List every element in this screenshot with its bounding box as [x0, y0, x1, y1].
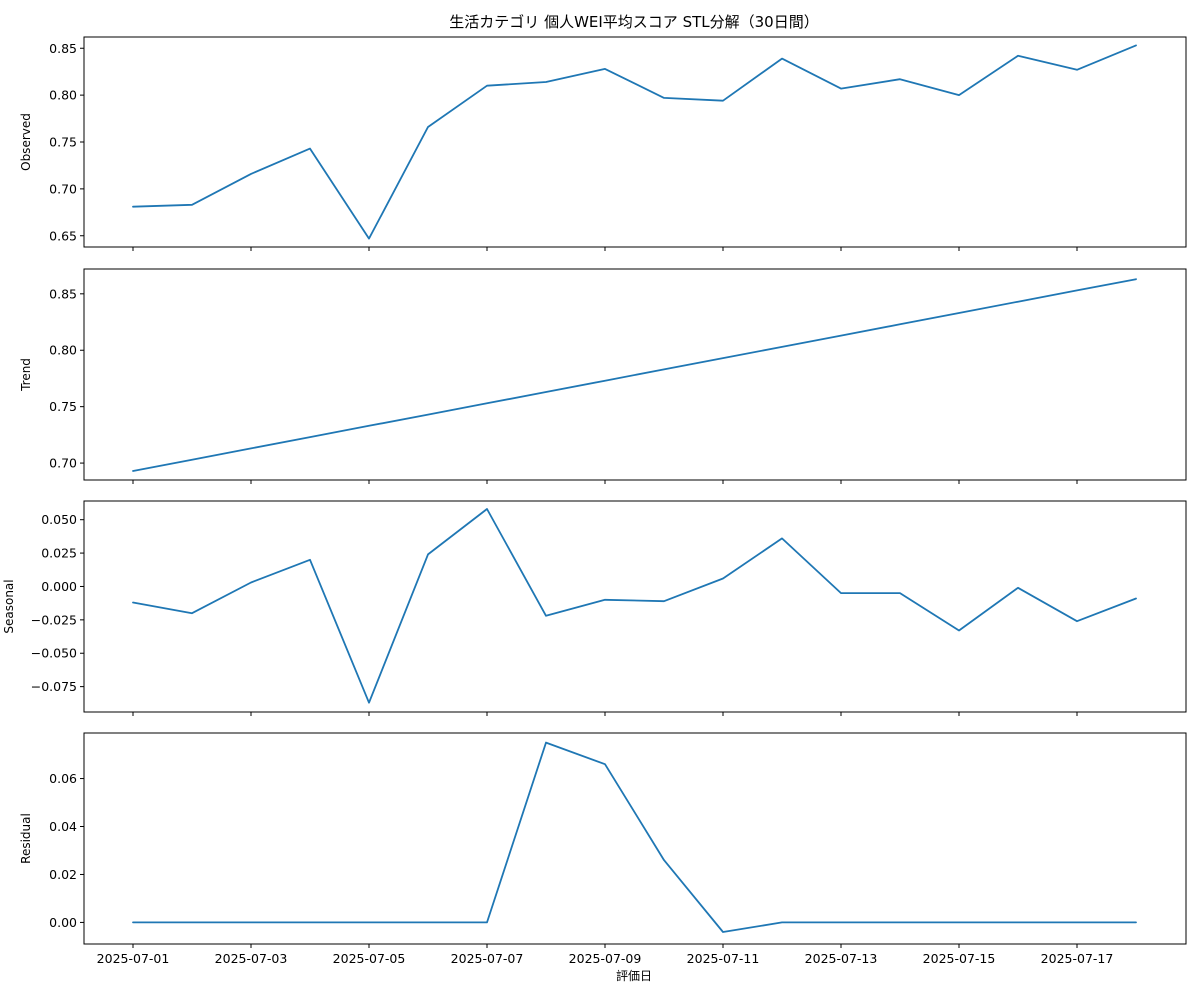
seasonal-y-tick-label: −0.050 — [31, 646, 77, 661]
x-tick-label: 2025-07-07 — [451, 951, 524, 966]
residual-panel: 0.00 0.02 0.04 0.06 2025-07-01 2025-07-03 2025… — [19, 732, 1187, 966]
seasonal-y-tick-label: 0.050 — [41, 512, 77, 527]
residual-series-line — [132, 741, 1137, 933]
trend-y-tick-label: 0.85 — [49, 286, 77, 301]
x-tick-label: 2025-07-09 — [569, 951, 642, 966]
residual-plot-frame — [83, 732, 1187, 945]
seasonal-y-tick-label: 0.025 — [41, 546, 77, 561]
trend-y-tick-label: 0.80 — [49, 343, 77, 358]
residual-y-tick-label: 0.06 — [49, 771, 77, 786]
x-tick-label: 2025-07-17 — [1041, 951, 1114, 966]
x-tick-label: 2025-07-15 — [923, 951, 996, 966]
seasonal-panel: 0.050 0.025 0.000 −0.025 −0.050 −0.075 Seasona… — [2, 500, 1187, 716]
x-tick-label: 2025-07-11 — [687, 951, 760, 966]
x-tick-label: 2025-07-01 — [97, 951, 170, 966]
observed-y-axis-label: Observed — [19, 113, 33, 171]
residual-y-axis-label: Residual — [19, 813, 33, 864]
chart-title: 生活カテゴリ 個人WEI平均スコア STL分解（30日間） — [449, 13, 818, 31]
residual-y-tick-label: 0.02 — [49, 867, 77, 882]
x-tick-label: 2025-07-05 — [333, 951, 406, 966]
trend-y-tick-label: 0.70 — [49, 456, 77, 471]
x-tick-label: 2025-07-03 — [215, 951, 288, 966]
observed-y-tick-label: 0.65 — [49, 228, 77, 243]
residual-y-tick-label: 0.04 — [49, 819, 77, 834]
x-tick-label: 2025-07-13 — [805, 951, 878, 966]
observed-y-tick-label: 0.80 — [49, 88, 77, 103]
seasonal-y-axis-label: Seasonal — [2, 579, 16, 633]
residual-y-tick-label: 0.00 — [49, 915, 77, 930]
trend-panel: 0.70 0.75 0.80 0.85 Trend — [19, 268, 1187, 484]
trend-plot-frame — [83, 268, 1187, 481]
seasonal-y-tick-label: −0.075 — [31, 679, 77, 694]
trend-y-tick-label: 0.75 — [49, 399, 77, 414]
trend-series-line — [132, 278, 1137, 472]
observed-series-line — [132, 44, 1137, 240]
seasonal-y-tick-label: 0.000 — [41, 579, 77, 594]
seasonal-plot-frame — [83, 500, 1187, 713]
observed-y-tick-label: 0.70 — [49, 181, 77, 196]
seasonal-y-tick-label: −0.025 — [31, 612, 77, 627]
observed-plot-frame — [83, 36, 1187, 248]
seasonal-series-line — [132, 508, 1137, 704]
observed-y-tick-label: 0.75 — [49, 135, 77, 150]
observed-y-tick-label: 0.85 — [49, 41, 77, 56]
trend-y-axis-label: Trend — [19, 358, 33, 392]
observed-panel: 0.65 0.70 0.75 0.80 0.85 Observed — [19, 36, 1187, 251]
x-axis-label: 評価日 — [616, 968, 652, 983]
